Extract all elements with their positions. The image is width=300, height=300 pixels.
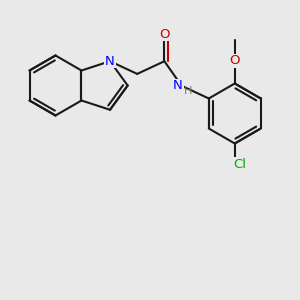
Text: O: O [230, 55, 240, 68]
Text: N: N [173, 79, 183, 92]
Text: O: O [159, 28, 169, 41]
Text: N: N [105, 55, 115, 68]
Text: Cl: Cl [233, 158, 246, 171]
Text: H: H [184, 86, 192, 96]
